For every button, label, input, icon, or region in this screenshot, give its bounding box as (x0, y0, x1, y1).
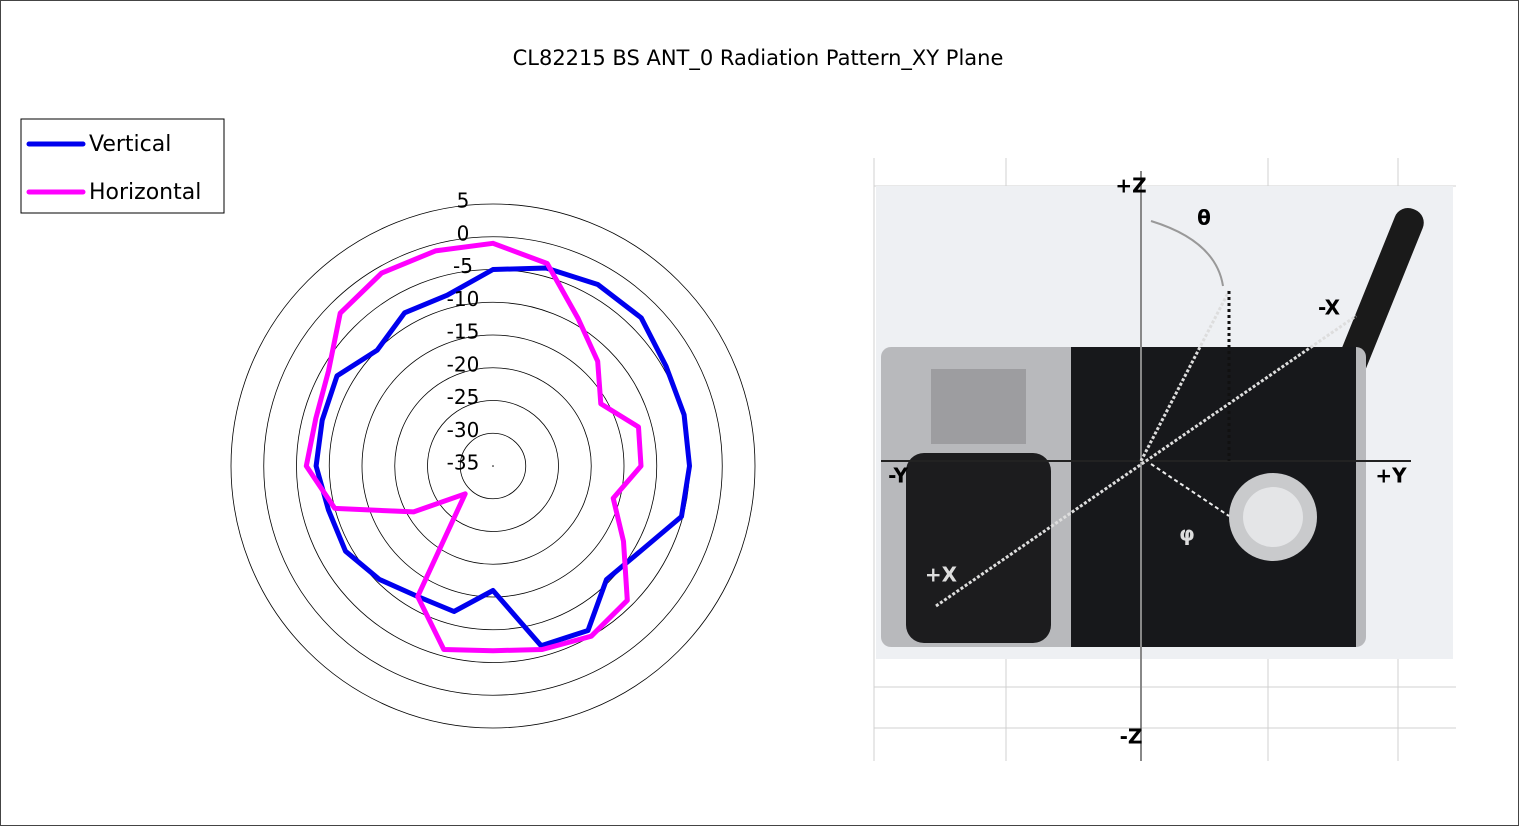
axis-label: +Y (1375, 464, 1407, 488)
legend-label: Horizontal (89, 180, 201, 205)
page: CL82215 BS ANT_0 Radiation Pattern_XY Pl… (0, 0, 1519, 826)
device-photo (876, 171, 1453, 761)
series-line (316, 268, 689, 646)
legend-label: Vertical (89, 132, 171, 157)
r-tick-label: -20 (447, 352, 480, 376)
axis-label: θ (1197, 206, 1211, 230)
r-tick-label: -5 (453, 254, 473, 278)
chart: CL82215 BS ANT_0 Radiation Pattern_XY Pl… (1, 1, 1518, 825)
r-tick-label: -15 (447, 320, 480, 344)
center-dot (492, 465, 494, 467)
chart-title: CL82215 BS ANT_0 Radiation Pattern_XY Pl… (513, 46, 1004, 71)
r-tick-label: -25 (447, 385, 480, 409)
axis-label: φ (1179, 522, 1195, 546)
axis-label: -Z (1120, 725, 1143, 749)
r-ticks: 5 0 -5 -10 -15 -20 -25 -30 -35 (447, 189, 480, 475)
r-tick-label: 0 (457, 221, 470, 245)
axis-label: +X (925, 563, 958, 587)
axis-label: +Z (1115, 174, 1146, 198)
r-tick-label: -30 (447, 418, 480, 442)
r-tick-label: -10 (447, 287, 480, 311)
axis-label: -X (1318, 296, 1341, 320)
r-tick-label: -35 (447, 451, 480, 475)
r-tick-label: 5 (457, 189, 470, 213)
axis-label: -Y (888, 464, 908, 488)
